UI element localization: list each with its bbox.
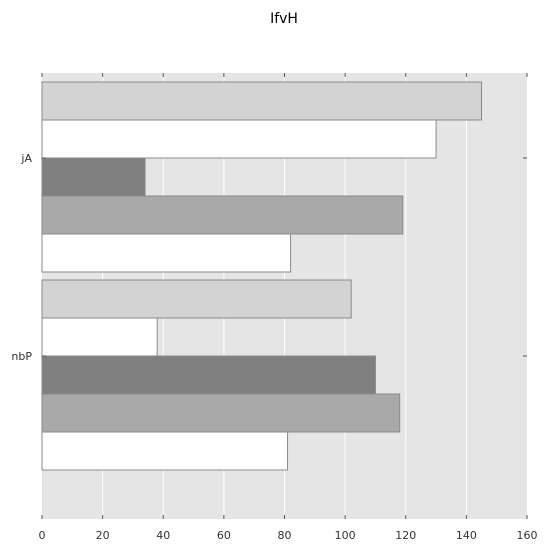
bar (41, 157, 146, 197)
bar (41, 317, 158, 357)
bar (41, 195, 404, 235)
bars (41, 81, 483, 471)
y-category-label: jA (20, 152, 32, 165)
y-category-label: nbP (11, 350, 32, 363)
x-tick-label: 20 (96, 529, 110, 542)
axis-labels: 0 20 40 60 80 100 120 140 160 jA nbP (11, 152, 537, 542)
bar (41, 81, 483, 121)
x-tick-label: 60 (217, 529, 231, 542)
bar (41, 119, 437, 159)
bar (41, 431, 289, 471)
chart-title: IfvH (270, 11, 298, 27)
bar (41, 355, 376, 395)
bar (41, 279, 352, 319)
x-tick-label: 0 (39, 529, 46, 542)
x-tick-label: 100 (335, 529, 356, 542)
x-tick-label: 120 (395, 529, 416, 542)
x-tick-label: 140 (456, 529, 477, 542)
bar (41, 393, 401, 433)
x-tick-label: 80 (278, 529, 292, 542)
x-tick-label: 40 (156, 529, 170, 542)
x-tick-label: 160 (517, 529, 538, 542)
axis-ticks (41, 73, 528, 519)
bar (41, 233, 292, 273)
